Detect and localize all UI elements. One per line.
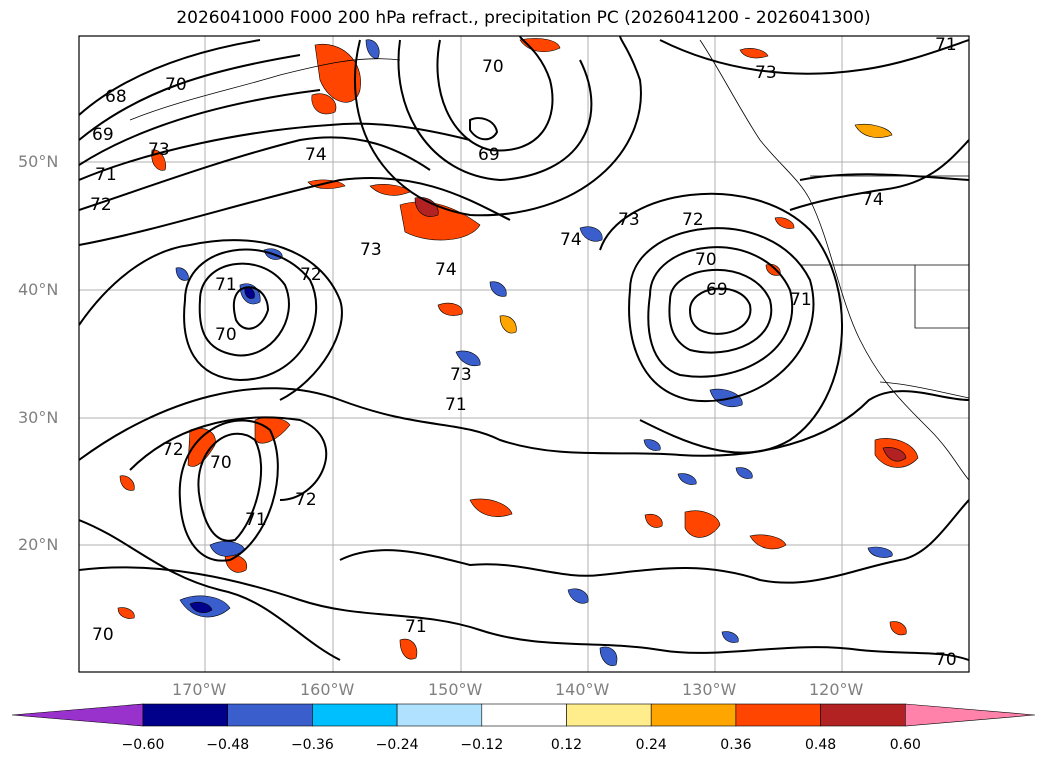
colorbar-segment (735, 703, 821, 727)
lon-label: 120°W (809, 680, 864, 699)
contour-label: 72 (300, 265, 322, 285)
refractivity-contours (79, 36, 969, 661)
contour-label: 71 (445, 395, 467, 415)
colorbar-segment (142, 703, 228, 727)
contour-label: 74 (435, 260, 457, 280)
colorbar-extend-min (11, 703, 144, 727)
colorbar-tick-label: 0.36 (720, 737, 752, 753)
contour-label: 70 (482, 57, 504, 77)
colorbar-tick-label: −0.36 (290, 737, 334, 753)
lon-label: 160°W (300, 680, 355, 699)
lon-label: 140°W (555, 680, 610, 699)
contour-label: 74 (560, 230, 582, 250)
colorbar-tick-label: 0.60 (889, 737, 921, 753)
contour-label: 70 (92, 625, 114, 645)
lat-label: 20°N (18, 535, 59, 554)
colorbar (11, 703, 1036, 727)
colorbar-tick-label: 0.24 (635, 737, 667, 753)
colorbar-segment (566, 703, 652, 727)
colorbar-segment (820, 703, 906, 727)
contour-label: 73 (618, 210, 640, 230)
contour-label: 73 (755, 63, 777, 83)
contour-label: 70 (165, 75, 187, 95)
lat-label: 50°N (18, 152, 59, 171)
contour-labels: 68 69 70 71 72 73 74 70 69 70 71 72 73 7… (90, 35, 957, 670)
lon-label: 170°W (172, 680, 227, 699)
contour-label: 74 (305, 145, 327, 165)
precip-positive (117, 38, 919, 660)
contour-label: 71 (245, 510, 267, 530)
colorbar-tick-label: −0.60 (121, 737, 165, 753)
colorbar-segment (481, 703, 567, 727)
colorbar-extend-max (904, 703, 1036, 727)
contour-label: 71 (95, 165, 117, 185)
contour-label: 69 (478, 145, 500, 165)
contour-label: 72 (90, 195, 112, 215)
lon-label: 150°W (428, 680, 483, 699)
plot-title: 2026041000 F000 200 hPa refract., precip… (176, 8, 871, 28)
colorbar-tick-label: −0.48 (206, 737, 250, 753)
contour-label: 71 (405, 617, 427, 637)
lat-label: 40°N (18, 280, 59, 299)
coastlines (129, 39, 969, 481)
contour-label: 69 (706, 280, 728, 300)
contour-label: 70 (215, 325, 237, 345)
contour-label: 72 (295, 490, 317, 510)
contour-label: 71 (215, 275, 237, 295)
contour-label: 68 (105, 87, 127, 107)
contour-label: 70 (695, 250, 717, 270)
contour-label: 70 (210, 453, 232, 473)
contour-label: 72 (682, 210, 704, 230)
colorbar-segment (312, 703, 398, 727)
colorbar-segment (227, 703, 313, 727)
contour-label: 72 (162, 440, 184, 460)
contour-label: 73 (360, 240, 382, 260)
colorbar-tick-label: −0.24 (375, 737, 419, 753)
colorbar-segment (396, 703, 483, 727)
contour-label: 73 (148, 140, 170, 160)
lon-label: 130°W (682, 680, 737, 699)
colorbar-segment (650, 703, 737, 727)
contour-label: 74 (862, 190, 884, 210)
contour-label: 69 (92, 125, 114, 145)
colorbar-tick-label: 0.48 (805, 737, 837, 753)
contour-label: 73 (450, 365, 472, 385)
colorbar-tick-label: 0.12 (550, 737, 583, 753)
lat-label: 30°N (18, 408, 59, 427)
contour-label: 70 (935, 650, 957, 670)
contour-label: 71 (935, 35, 957, 55)
colorbar-tick-label: −0.12 (460, 737, 504, 753)
contour-label: 71 (790, 290, 812, 310)
